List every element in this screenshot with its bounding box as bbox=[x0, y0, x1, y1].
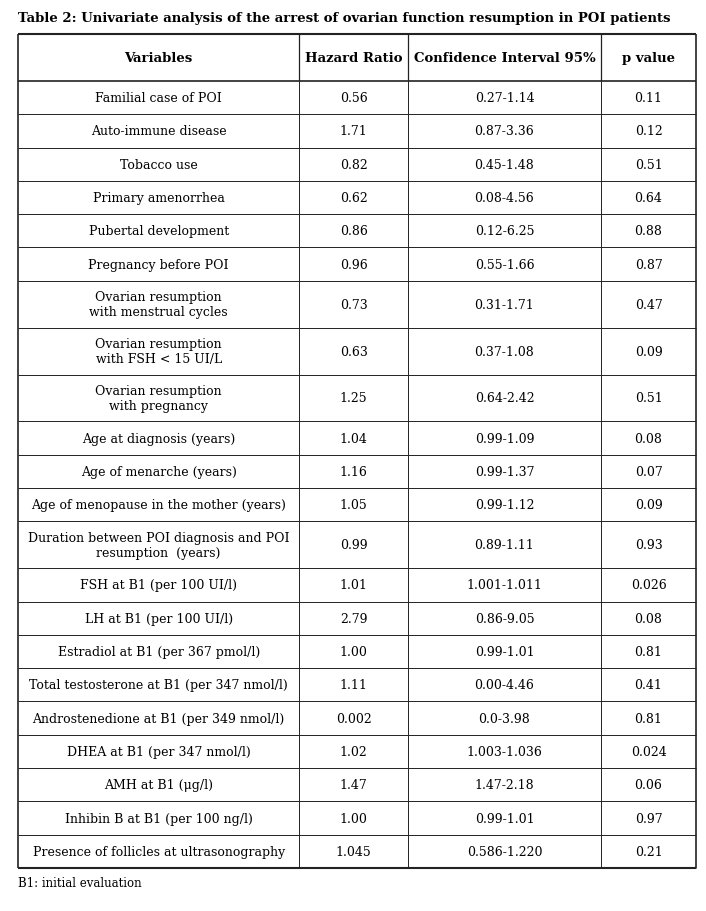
Text: LH at B1 (per 100 UI/l): LH at B1 (per 100 UI/l) bbox=[85, 612, 233, 625]
Text: 0.51: 0.51 bbox=[635, 392, 662, 405]
Text: 0.62: 0.62 bbox=[340, 191, 368, 205]
Text: 0.81: 0.81 bbox=[635, 711, 662, 725]
Text: DHEA at B1 (per 347 nmol/l): DHEA at B1 (per 347 nmol/l) bbox=[67, 745, 251, 758]
Text: Pubertal development: Pubertal development bbox=[88, 225, 229, 238]
Text: Pregnancy before POI: Pregnancy before POI bbox=[88, 259, 229, 271]
Text: 1.71: 1.71 bbox=[340, 125, 368, 138]
Text: 1.001-1.011: 1.001-1.011 bbox=[467, 578, 542, 592]
Text: 0.97: 0.97 bbox=[635, 812, 662, 824]
Text: 0.06: 0.06 bbox=[635, 778, 662, 792]
Text: 0.09: 0.09 bbox=[635, 345, 662, 358]
Text: 0.41: 0.41 bbox=[635, 679, 662, 691]
Text: Total testosterone at B1 (per 347 nmol/l): Total testosterone at B1 (per 347 nmol/l… bbox=[30, 679, 288, 691]
Text: 0.64-2.42: 0.64-2.42 bbox=[474, 392, 534, 405]
Text: 0.31-1.71: 0.31-1.71 bbox=[474, 299, 534, 312]
Text: B1: initial evaluation: B1: initial evaluation bbox=[18, 876, 142, 889]
Text: 1.05: 1.05 bbox=[340, 498, 368, 512]
Text: Presence of follicles at ultrasonography: Presence of follicles at ultrasonography bbox=[32, 844, 285, 858]
Text: 0.88: 0.88 bbox=[635, 225, 662, 238]
Text: AMH at B1 (μg/l): AMH at B1 (μg/l) bbox=[104, 778, 213, 792]
Text: 0.002: 0.002 bbox=[336, 711, 371, 725]
Text: 0.73: 0.73 bbox=[340, 299, 368, 312]
Text: 0.27-1.14: 0.27-1.14 bbox=[474, 92, 534, 105]
Text: Hazard Ratio: Hazard Ratio bbox=[305, 52, 402, 65]
Text: 0.024: 0.024 bbox=[630, 745, 666, 758]
Text: p value: p value bbox=[622, 52, 675, 65]
Text: 0.87: 0.87 bbox=[635, 259, 662, 271]
Text: Age of menarche (years): Age of menarche (years) bbox=[80, 466, 237, 478]
Text: Ovarian resumption
with pregnancy: Ovarian resumption with pregnancy bbox=[95, 384, 222, 413]
Text: Androstenedione at B1 (per 349 nmol/l): Androstenedione at B1 (per 349 nmol/l) bbox=[32, 711, 285, 725]
Text: 1.01: 1.01 bbox=[340, 578, 368, 592]
Text: 0.47: 0.47 bbox=[635, 299, 662, 312]
Text: Tobacco use: Tobacco use bbox=[120, 159, 198, 171]
Text: 0.586-1.220: 0.586-1.220 bbox=[467, 844, 542, 858]
Text: Ovarian resumption
with FSH < 15 UI/L: Ovarian resumption with FSH < 15 UI/L bbox=[95, 338, 222, 365]
Text: 0.12-6.25: 0.12-6.25 bbox=[474, 225, 534, 238]
Text: 0.89-1.11: 0.89-1.11 bbox=[474, 538, 534, 552]
Text: 0.45-1.48: 0.45-1.48 bbox=[474, 159, 534, 171]
Text: Age of menopause in the mother (years): Age of menopause in the mother (years) bbox=[31, 498, 286, 512]
Text: 1.47: 1.47 bbox=[340, 778, 368, 792]
Text: 0.09: 0.09 bbox=[635, 498, 662, 512]
Text: Auto-immune disease: Auto-immune disease bbox=[91, 125, 227, 138]
Text: 1.04: 1.04 bbox=[340, 432, 368, 445]
Text: Confidence Interval 95%: Confidence Interval 95% bbox=[414, 52, 595, 65]
Text: Primary amenorrhea: Primary amenorrhea bbox=[92, 191, 225, 205]
Text: 0.99-1.37: 0.99-1.37 bbox=[474, 466, 534, 478]
Text: 0.56: 0.56 bbox=[340, 92, 368, 105]
Text: Inhibin B at B1 (per 100 ng/l): Inhibin B at B1 (per 100 ng/l) bbox=[65, 812, 253, 824]
Text: 0.82: 0.82 bbox=[340, 159, 368, 171]
Text: 0.026: 0.026 bbox=[630, 578, 666, 592]
Text: 1.02: 1.02 bbox=[340, 745, 368, 758]
Text: 0.08-4.56: 0.08-4.56 bbox=[474, 191, 534, 205]
Text: 0.99-1.09: 0.99-1.09 bbox=[474, 432, 534, 445]
Text: Table 2: Univariate analysis of the arrest of ovarian function resumption in POI: Table 2: Univariate analysis of the arre… bbox=[18, 12, 671, 25]
Text: 0.96: 0.96 bbox=[340, 259, 368, 271]
Text: 0.86-9.05: 0.86-9.05 bbox=[474, 612, 534, 625]
Text: 0.63: 0.63 bbox=[340, 345, 368, 358]
Text: 0.99-1.01: 0.99-1.01 bbox=[474, 812, 534, 824]
Text: 0.07: 0.07 bbox=[635, 466, 662, 478]
Text: FSH at B1 (per 100 UI/l): FSH at B1 (per 100 UI/l) bbox=[80, 578, 237, 592]
Text: 1.00: 1.00 bbox=[340, 645, 368, 659]
Text: 0.86: 0.86 bbox=[340, 225, 368, 238]
Text: 0.08: 0.08 bbox=[635, 612, 662, 625]
Text: Age at diagnosis (years): Age at diagnosis (years) bbox=[82, 432, 235, 445]
Text: 1.003-1.036: 1.003-1.036 bbox=[467, 745, 542, 758]
Text: 1.25: 1.25 bbox=[340, 392, 367, 405]
Text: 1.045: 1.045 bbox=[336, 844, 371, 858]
Text: 0.0-3.98: 0.0-3.98 bbox=[479, 711, 530, 725]
Text: 0.12: 0.12 bbox=[635, 125, 662, 138]
Text: 1.47-2.18: 1.47-2.18 bbox=[474, 778, 534, 792]
Text: 0.37-1.08: 0.37-1.08 bbox=[474, 345, 534, 358]
Text: 2.79: 2.79 bbox=[340, 612, 367, 625]
Text: 0.99-1.12: 0.99-1.12 bbox=[474, 498, 534, 512]
Text: 0.93: 0.93 bbox=[635, 538, 662, 552]
Text: 0.81: 0.81 bbox=[635, 645, 662, 659]
Text: 0.99-1.01: 0.99-1.01 bbox=[474, 645, 534, 659]
Text: Estradiol at B1 (per 367 pmol/l): Estradiol at B1 (per 367 pmol/l) bbox=[58, 645, 260, 659]
Text: 0.00-4.46: 0.00-4.46 bbox=[474, 679, 534, 691]
Text: 0.99: 0.99 bbox=[340, 538, 367, 552]
Text: 1.00: 1.00 bbox=[340, 812, 368, 824]
Text: 0.08: 0.08 bbox=[635, 432, 662, 445]
Text: Duration between POI diagnosis and POI
resumption  (years): Duration between POI diagnosis and POI r… bbox=[28, 531, 289, 559]
Text: 0.21: 0.21 bbox=[635, 844, 662, 858]
Text: 1.16: 1.16 bbox=[340, 466, 368, 478]
Text: 0.87-3.36: 0.87-3.36 bbox=[474, 125, 534, 138]
Text: 0.64: 0.64 bbox=[635, 191, 662, 205]
Text: Variables: Variables bbox=[124, 52, 193, 65]
Text: Familial case of POI: Familial case of POI bbox=[95, 92, 222, 105]
Text: 0.51: 0.51 bbox=[635, 159, 662, 171]
Text: 1.11: 1.11 bbox=[340, 679, 368, 691]
Text: 0.55-1.66: 0.55-1.66 bbox=[474, 259, 534, 271]
Text: 0.11: 0.11 bbox=[635, 92, 662, 105]
Text: Ovarian resumption
with menstrual cycles: Ovarian resumption with menstrual cycles bbox=[90, 291, 228, 319]
